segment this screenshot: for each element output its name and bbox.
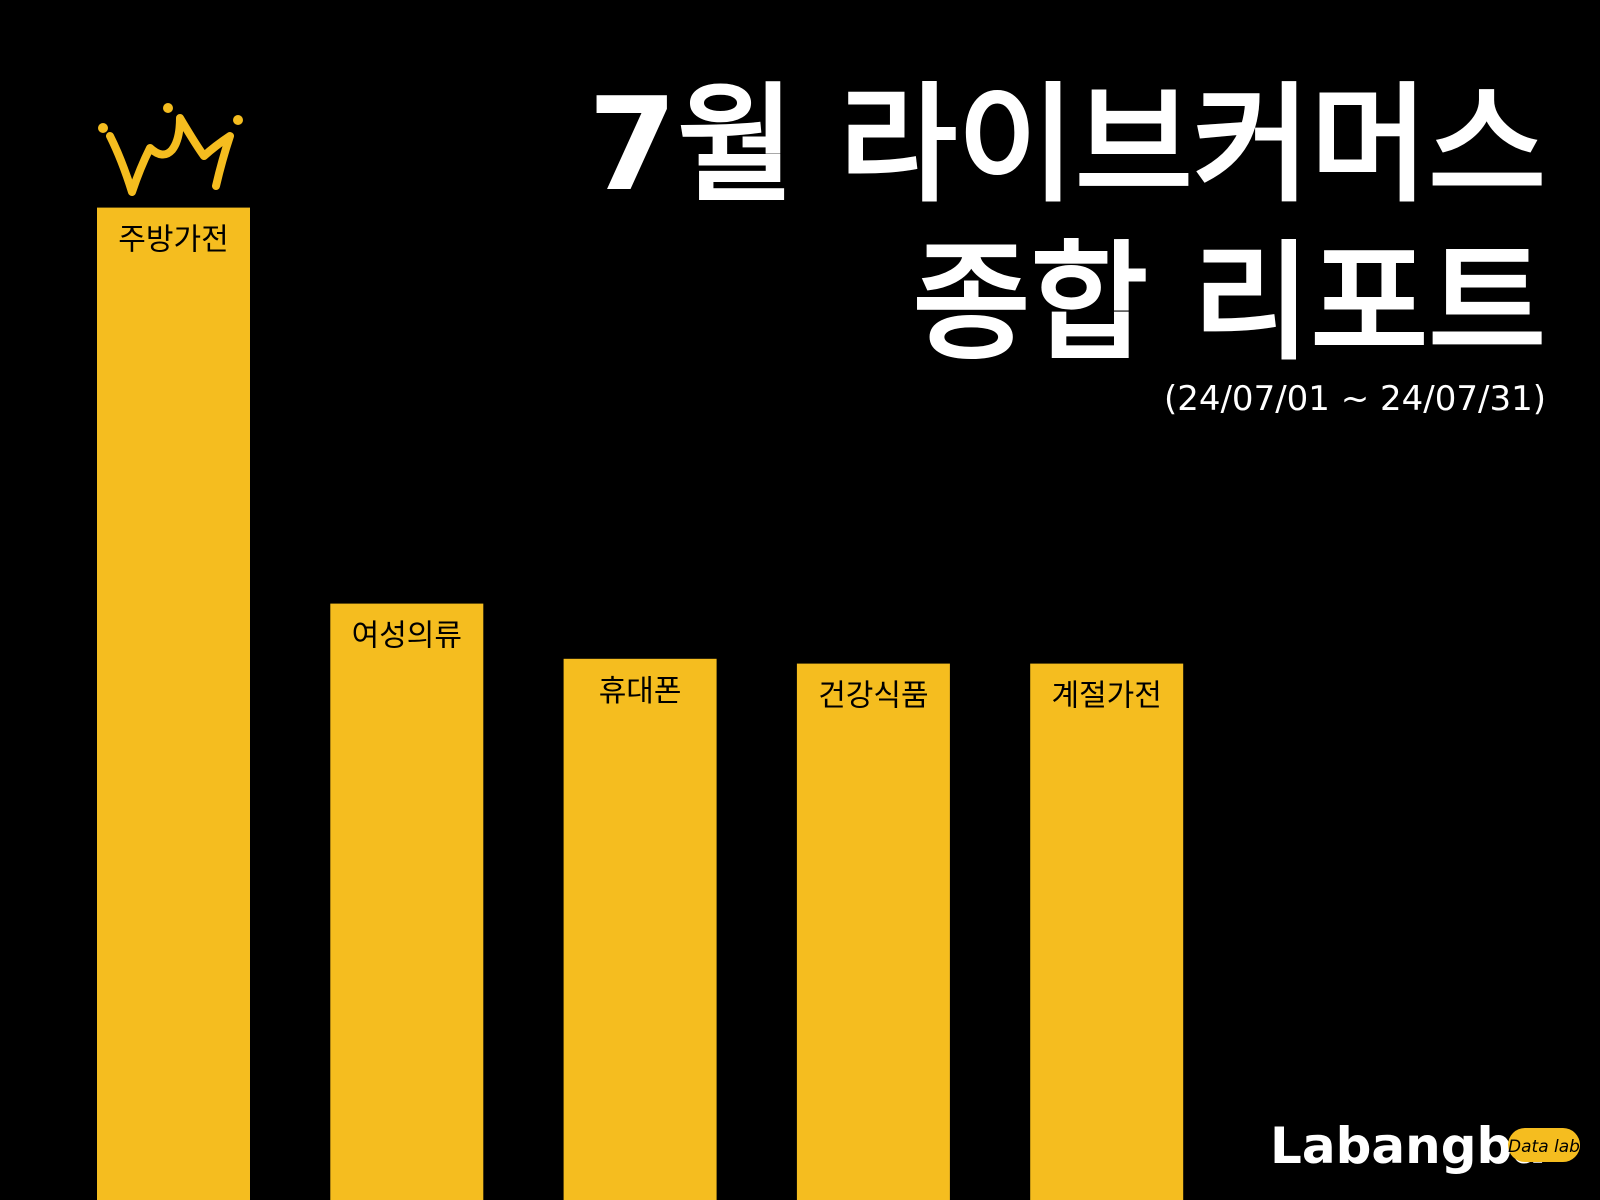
crown-dot	[163, 103, 173, 113]
crown-dot	[233, 115, 243, 125]
category-label: 계절가전	[1051, 679, 1161, 714]
chart-title: 7월 라이브커머스	[588, 71, 1546, 220]
brand-tag: Data lab	[1508, 1137, 1580, 1157]
category-label: 건강식품	[818, 679, 928, 714]
category-label: 휴대폰	[599, 674, 682, 709]
brand-tag-bubble	[1508, 1128, 1580, 1162]
crown-icon	[106, 114, 234, 196]
brand-logo: Labangba	[1270, 1117, 1546, 1175]
bar	[97, 207, 250, 1200]
chart-title: 종합 리포트	[913, 229, 1546, 378]
bar	[563, 658, 717, 1200]
bar	[1030, 663, 1184, 1200]
crown-outline	[106, 114, 234, 196]
bar	[796, 663, 950, 1200]
bar	[330, 603, 484, 1200]
chart-subtitle: (24/07/01 ~ 24/07/31)	[1164, 379, 1546, 419]
category-label: 여성의류	[352, 619, 462, 654]
category-label: 주방가전	[118, 223, 228, 258]
crown-dot	[98, 123, 108, 133]
